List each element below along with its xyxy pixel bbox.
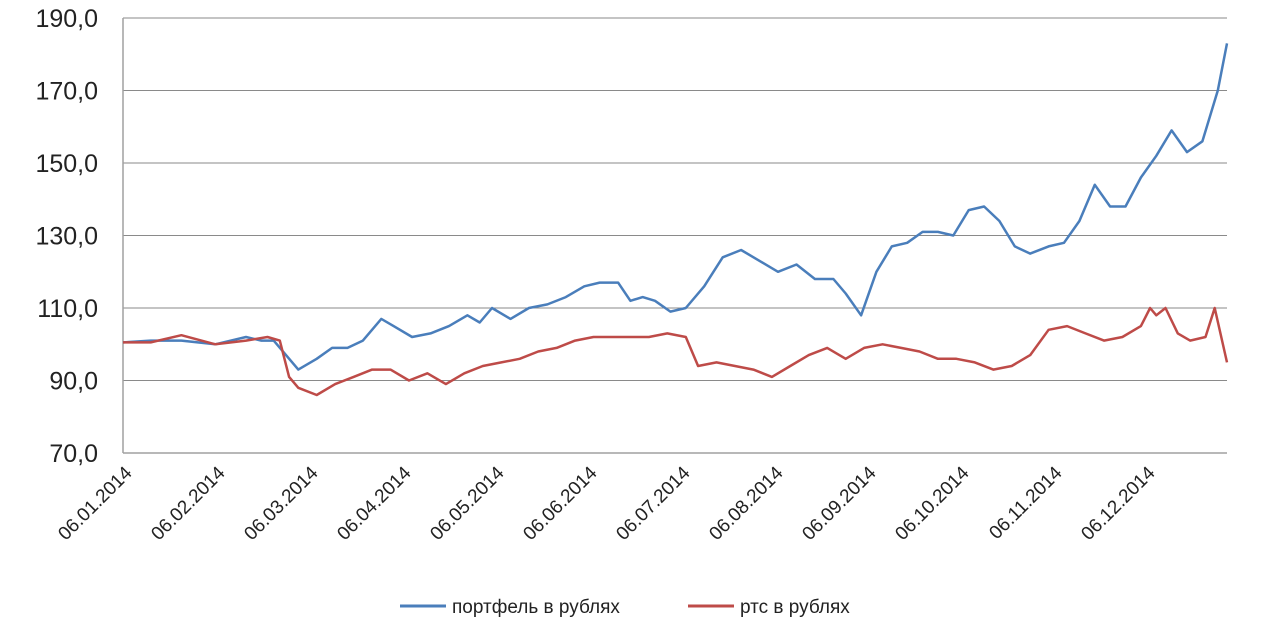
y-tick-labels: 70,0 90,0 110,0 130,0 150,0 170,0 190,0: [35, 5, 98, 468]
axes: [122, 18, 1227, 454]
y-tick-label: 110,0: [37, 295, 98, 323]
x-tick-label: 06.01.2014: [54, 462, 136, 544]
y-tick-label: 70,0: [49, 440, 98, 468]
y-tick-label: 90,0: [49, 368, 98, 396]
legend-label-portfolio: портфель в рублях: [452, 597, 620, 618]
x-tick-label: 06.02.2014: [147, 462, 229, 544]
x-tick-label: 06.11.2014: [985, 462, 1066, 543]
y-tick-label: 190,0: [35, 5, 98, 33]
gridlines: [123, 17, 1227, 381]
series-line-portfolio: [122, 43, 1229, 371]
x-tick-label: 06.05.2014: [426, 462, 508, 544]
series-line-rts: [123, 306, 1229, 397]
series-lines: [122, 43, 1229, 397]
legend: портфель в рублях ртс в рублях: [400, 597, 850, 618]
x-tick-label: 06.09.2014: [798, 462, 880, 544]
x-tick-label: 06.08.2014: [705, 462, 787, 544]
y-tick-label: 150,0: [35, 150, 98, 178]
legend-label-rts: ртс в рублях: [740, 597, 850, 618]
x-tick-label: 06.03.2014: [240, 462, 322, 544]
x-tick-label: 06.06.2014: [519, 462, 601, 544]
x-tick-label: 06.07.2014: [612, 462, 694, 544]
y-tick-label: 170,0: [35, 78, 98, 106]
x-tick-labels: 06.01.2014 06.02.2014 06.03.2014 06.04.2014…: [54, 462, 1159, 544]
x-tick-label: 06.10.2014: [891, 462, 973, 544]
y-tick-label: 130,0: [35, 223, 98, 251]
x-tick-label: 06.04.2014: [333, 462, 415, 544]
x-tick-label: 06.12.2014: [1077, 462, 1159, 544]
